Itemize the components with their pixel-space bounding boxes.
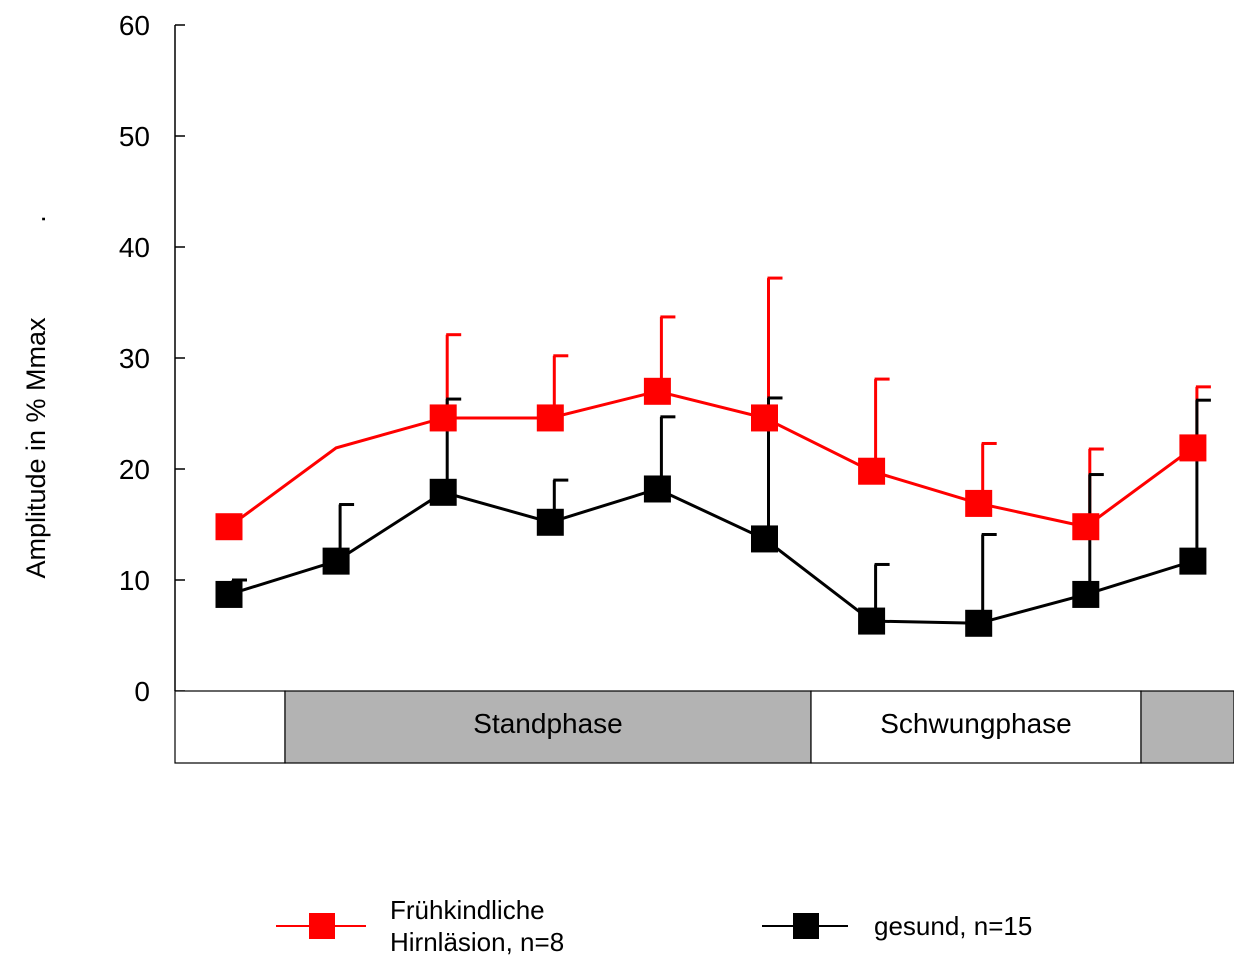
data-point (215, 513, 243, 541)
phase-segment (284, 690, 812, 764)
y-axis: 0 10 20 30 40 50 60 (119, 10, 185, 707)
phase-label: Standphase (473, 708, 622, 739)
data-point (965, 489, 993, 517)
series-line (228, 389, 1194, 529)
phase-segment (810, 690, 1142, 764)
data-point (643, 377, 671, 405)
legend-label-hirnlaesion-line1: Frühkindliche (390, 895, 545, 925)
y-tick-label: 0 (134, 676, 150, 707)
data-point (1072, 580, 1100, 608)
phase-bar: Standphase Schwungphase (174, 690, 1234, 764)
y-tick-label: 40 (119, 232, 150, 263)
data-point (965, 609, 993, 637)
data-point (536, 508, 564, 536)
legend-item-hirnlaesion: Frühkindliche Hirnläsion, n=8 (276, 894, 564, 958)
y-tick-label: 20 (119, 454, 150, 485)
data-point (322, 547, 350, 575)
data-point (1179, 547, 1207, 575)
y-tick-label: 30 (119, 343, 150, 374)
data-point (429, 404, 457, 432)
legend-swatch-gesund (762, 913, 848, 939)
y-axis-label: Amplitude in % Mmax (21, 317, 51, 579)
data-point (1179, 434, 1207, 462)
legend-item-gesund: gesund, n=15 (762, 910, 1032, 942)
data-point (858, 457, 886, 485)
y-tick-label: 10 (119, 565, 150, 596)
data-point (751, 404, 778, 432)
data-point (536, 404, 564, 432)
data-point (215, 580, 243, 608)
data-point (429, 478, 457, 506)
series-markers (215, 377, 1207, 637)
series-lines (228, 389, 1194, 625)
error-bars (231, 276, 1211, 624)
data-point (751, 525, 778, 553)
phase-segment (1140, 690, 1234, 764)
y-axis-label-mark: . (21, 215, 51, 223)
y-tick-label: 50 (119, 121, 150, 152)
phase-segment (174, 690, 286, 764)
legend-swatch-hirnlaesion (276, 913, 366, 939)
legend-label-gesund: gesund, n=15 (874, 911, 1033, 941)
legend-label-hirnlaesion-line2: Hirnläsion, n=8 (390, 927, 565, 957)
data-point (643, 475, 671, 503)
phase-label: Schwungphase (880, 708, 1071, 739)
series-line (228, 487, 1194, 625)
data-point (1072, 513, 1100, 541)
y-tick-label: 60 (119, 10, 150, 41)
data-point (858, 607, 886, 635)
